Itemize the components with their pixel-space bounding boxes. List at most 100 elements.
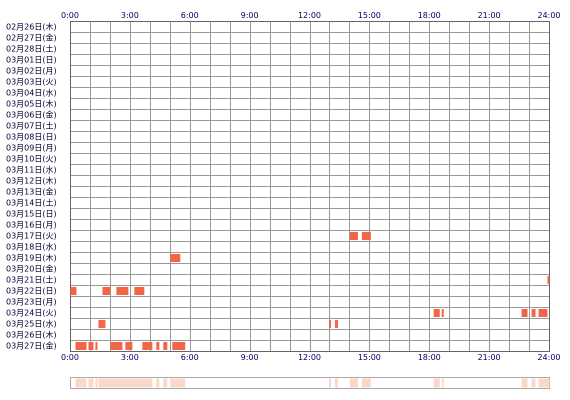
row-label-date: 03月18日(水) bbox=[6, 242, 57, 252]
summary-bar bbox=[361, 378, 371, 388]
x-tick-label-bottom: 15:00 bbox=[358, 353, 381, 362]
activity-bar bbox=[102, 287, 111, 295]
row-label-date: 03月20日(金) bbox=[6, 264, 57, 274]
x-tick-label-top: 6:00 bbox=[181, 11, 199, 20]
row-label-date: 03月10日(火) bbox=[6, 155, 57, 164]
x-tick-label-top: 18:00 bbox=[418, 11, 441, 20]
x-tick-label-top: 15:00 bbox=[358, 11, 381, 20]
activity-bar bbox=[116, 287, 129, 295]
summary-bar bbox=[98, 378, 111, 388]
activity-bar bbox=[70, 287, 77, 295]
row-label-date: 03月12日(木) bbox=[6, 176, 57, 186]
row-label-date: 03月21日(土) bbox=[6, 275, 57, 285]
activity-bar bbox=[98, 320, 106, 328]
activity-bar bbox=[95, 342, 98, 350]
row-labels: 02月26日(木)02月27日(金)02月28日(土) 03月01日(日) 03月0… bbox=[6, 22, 57, 351]
x-tick-label-bottom: 0:00 bbox=[61, 353, 79, 362]
summary-bar bbox=[538, 378, 550, 388]
row-label-date: 03月26日(木) bbox=[6, 330, 57, 340]
x-tick-label-top: 12:00 bbox=[298, 11, 321, 20]
activity-bar bbox=[156, 342, 160, 350]
row-label-date: 03月07日(土) bbox=[6, 121, 57, 131]
row-label-date: 03月08日(日) bbox=[6, 133, 57, 142]
summary-bar bbox=[349, 378, 358, 388]
activity-bar bbox=[125, 342, 133, 350]
row-label-date: 03月05日(木) bbox=[6, 99, 57, 109]
x-tick-label-top: 3:00 bbox=[121, 11, 139, 20]
summary-bar bbox=[88, 378, 94, 388]
summary-bar bbox=[163, 378, 168, 388]
activity-bar bbox=[172, 342, 186, 350]
x-tick-label-bottom: 18:00 bbox=[418, 353, 441, 362]
x-tick-label-top: 21:00 bbox=[478, 11, 501, 20]
summary-bar bbox=[75, 378, 87, 388]
x-tick-label-bottom: 6:00 bbox=[181, 353, 199, 362]
activity-bar bbox=[361, 232, 371, 240]
x-tick-label-top: 0:00 bbox=[61, 11, 79, 20]
x-tick-label-top: 9:00 bbox=[241, 11, 259, 20]
summary-bar bbox=[328, 378, 331, 388]
row-label-date: 03月06日(金) bbox=[6, 110, 57, 120]
summary-bar bbox=[110, 378, 129, 388]
summary-bar bbox=[125, 378, 145, 388]
row-label-date: 03月03日(火) bbox=[6, 78, 57, 87]
summary-bar bbox=[441, 378, 444, 388]
summary-bar bbox=[156, 378, 160, 388]
activity-bar bbox=[433, 309, 440, 317]
summary-bar bbox=[433, 378, 440, 388]
activity-bar bbox=[328, 320, 331, 328]
activity-bar bbox=[110, 342, 123, 350]
x-tick-label-bottom: 3:00 bbox=[121, 353, 139, 362]
activity-bar bbox=[75, 342, 87, 350]
row-label-date: 02月28日(土) bbox=[6, 44, 57, 54]
activity-bar bbox=[334, 320, 338, 328]
x-axis-bottom: 0:00 3:00 6:00 9:00 12:00 15:00 18:00 21:00 24:0… bbox=[61, 353, 561, 362]
activity-bar bbox=[170, 254, 181, 262]
row-label-date: 03月13日(金) bbox=[6, 187, 57, 197]
plot-border bbox=[70, 21, 550, 352]
summary-strip bbox=[70, 377, 550, 389]
row-label-date: 03月24日(火) bbox=[6, 309, 57, 318]
summary-bar bbox=[95, 378, 98, 388]
summary-bar bbox=[170, 378, 186, 388]
row-label-date: 03月27日(金) bbox=[6, 341, 57, 351]
activity-bar bbox=[88, 342, 94, 350]
row-label-date: 03月16日(月) bbox=[6, 221, 57, 230]
activity-bar bbox=[349, 232, 358, 240]
row-label-date: 03月22日(日) bbox=[6, 287, 57, 296]
row-label-date: 03月25日(水) bbox=[6, 319, 57, 329]
grid bbox=[70, 21, 550, 352]
activity-bar bbox=[163, 342, 168, 350]
activity-bar bbox=[531, 309, 536, 317]
x-tick-label-bottom: 12:00 bbox=[298, 353, 321, 362]
activity-bar bbox=[134, 287, 145, 295]
summary-bar bbox=[521, 378, 528, 388]
x-tick-label-bottom: 24:00 bbox=[537, 353, 560, 362]
row-label-date: 03月19日(木) bbox=[6, 253, 57, 263]
x-tick-label-bottom: 9:00 bbox=[241, 353, 259, 362]
x-tick-label-bottom: 21:00 bbox=[478, 353, 501, 362]
x-axis-top: 0:00 3:00 6:00 9:00 12:00 15:00 18:00 21:00 24:0… bbox=[61, 11, 561, 20]
row-label-date: 03月02日(月) bbox=[6, 67, 57, 76]
row-label-date: 03月17日(火) bbox=[6, 232, 57, 241]
row-label-date: 03月15日(日) bbox=[6, 210, 57, 219]
activity-bars bbox=[70, 232, 550, 350]
activity-bar bbox=[547, 276, 550, 284]
activity-bar bbox=[538, 309, 548, 317]
summary-bar bbox=[334, 378, 338, 388]
row-label-date: 03月01日(日) bbox=[6, 56, 57, 65]
x-tick-label-top: 24:00 bbox=[537, 11, 560, 20]
row-label-date: 03月11日(水) bbox=[6, 165, 57, 175]
summary-bar bbox=[142, 378, 153, 388]
row-label-date: 03月23日(月) bbox=[6, 298, 57, 307]
row-label-date: 02月26日(木) bbox=[6, 22, 57, 32]
activity-bar bbox=[142, 342, 153, 350]
row-label-date: 02月27日(金) bbox=[6, 33, 57, 43]
activity-bar bbox=[521, 309, 528, 317]
row-label-date: 03月04日(水) bbox=[6, 88, 57, 98]
row-label-date: 03月09日(月) bbox=[6, 144, 57, 153]
activity-bar bbox=[441, 309, 444, 317]
row-label-date: 03月14日(土) bbox=[6, 198, 57, 208]
summary-bar bbox=[531, 378, 536, 388]
